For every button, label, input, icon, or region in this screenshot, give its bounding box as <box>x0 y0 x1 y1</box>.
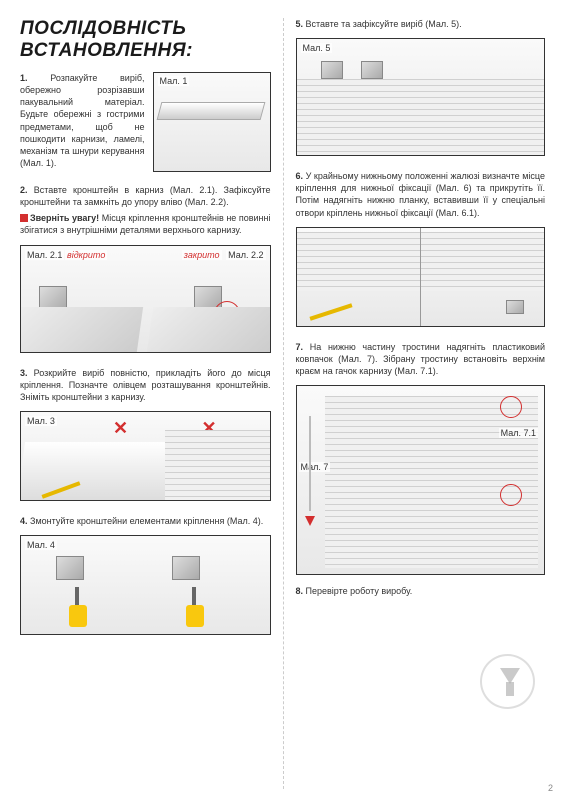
step-3-body: Розкрийте виріб повністю, прикладіть йог… <box>20 368 271 402</box>
drill-2-icon <box>178 587 208 632</box>
figure-1: Мал. 1 <box>153 72 271 172</box>
figure-4-label: Мал. 4 <box>25 540 57 550</box>
left-column: ПОСЛІДОВНІСТЬ ВСТАНОВЛЕННЯ: 1. Розпакуйт… <box>20 18 283 789</box>
step-1-num: 1. <box>20 73 28 83</box>
figure-22-label: Мал. 2.2 <box>226 250 265 260</box>
figure-21-state: відкрито <box>65 250 107 260</box>
step-3-num: 3. <box>20 368 28 378</box>
step-6-body: У крайньому нижньому положенні жалюзі ви… <box>296 171 546 217</box>
bracket-61 <box>506 300 524 314</box>
figure-6-left: Мал. 6 <box>297 228 421 326</box>
figure-3-label: Мал. 3 <box>25 416 57 426</box>
fig6-blinds <box>297 232 420 291</box>
fig61-blinds <box>421 232 544 291</box>
fig2-base-right <box>147 307 270 352</box>
step-2-num: 2. <box>20 185 28 195</box>
bracket-4b <box>172 556 200 580</box>
figure-1-label: Мал. 1 <box>158 76 190 86</box>
fig3-rail <box>20 442 174 500</box>
page-number: 2 <box>548 783 553 793</box>
circle-71b-icon <box>500 484 522 506</box>
step-2-body: Вставте кронштейн в карниз (Мал. 2.1). З… <box>20 185 271 207</box>
step-6-text: 6. У крайньому нижньому положенні жалюзі… <box>296 170 546 219</box>
fig2-base-left <box>20 307 143 352</box>
step-2-warning: Зверніть увагу! Місця кріплення кронштей… <box>20 212 271 236</box>
step-8-body: Перевірте роботу виробу. <box>306 586 413 596</box>
warning-square-icon <box>20 214 28 222</box>
step-5-text: 5. Вставте та зафіксуйте виріб (Мал. 5). <box>296 18 546 30</box>
wand-icon <box>309 416 311 511</box>
bracket-4a <box>56 556 84 580</box>
bracket-open <box>39 286 67 310</box>
figure-21-label: Мал. 2.1 <box>25 250 64 260</box>
figure-71-label: Мал. 7.1 <box>499 428 538 438</box>
warning-label: Зверніть увагу! <box>30 213 99 223</box>
step-1-text: 1. Розпакуйте виріб, обережно розрізавши… <box>20 72 145 172</box>
figure-5: Мал. 5 <box>296 38 546 156</box>
drill-1-icon <box>61 587 91 632</box>
bracket-5a <box>321 61 343 79</box>
step-4-num: 4. <box>20 516 28 526</box>
figure-7: Мал. 7 Мал. 7.1 <box>296 385 546 575</box>
step-4-text: 4. Змонтуйте кронштейни елементами кріпл… <box>20 515 271 527</box>
step-6-num: 6. <box>296 171 304 181</box>
step-5-body: Вставте та зафіксуйте виріб (Мал. 5). <box>306 19 462 29</box>
step-7-num: 7. <box>296 342 304 352</box>
download-watermark-icon <box>480 654 535 709</box>
step-5-num: 5. <box>296 19 304 29</box>
figure-2: Мал. 2.1 відкрито закрито Мал. 2.2 ✕ ! <box>20 245 271 353</box>
step-1-body: Розпакуйте виріб, обережно розрізавши па… <box>20 73 145 168</box>
step-1: 1. Розпакуйте виріб, обережно розрізавши… <box>20 72 271 172</box>
bracket-5b <box>361 61 383 79</box>
step-4-body: Змонтуйте кронштейни елементами кріпленн… <box>30 516 263 526</box>
figure-4: Мал. 4 <box>20 535 271 635</box>
step-3-text: 3. Розкрийте виріб повністю, прикладіть … <box>20 367 271 403</box>
step-8-text: 8. Перевірте роботу виробу. <box>296 585 546 597</box>
fig3-blinds <box>165 430 269 500</box>
step-2-text: 2. Вставте кронштейн в карниз (Мал. 2.1)… <box>20 184 271 208</box>
figure-3: Мал. 3 ✕ ✕ <box>20 411 271 501</box>
figure-5-label: Мал. 5 <box>301 43 333 53</box>
pencil-6-icon <box>309 303 352 320</box>
fig5-blinds <box>297 79 545 155</box>
circle-71a-icon <box>500 396 522 418</box>
page-title: ПОСЛІДОВНІСТЬ ВСТАНОВЛЕННЯ: <box>20 18 271 62</box>
figure-6-right: Мал. 6.1 <box>421 228 544 326</box>
step-7-body: На нижню частину тростини надягніть плас… <box>296 342 546 376</box>
figure-22-state: закрито <box>182 250 222 260</box>
fig7-blinds <box>325 396 539 568</box>
red-x-1-icon: ✕ <box>113 418 129 434</box>
step-7-text: 7. На нижню частину тростини надягніть п… <box>296 341 546 377</box>
fig1-rail <box>157 102 266 120</box>
figure-6: Мал. 6 Мал. 6.1 <box>296 227 546 327</box>
step-8-num: 8. <box>296 586 304 596</box>
figure-7-label: Мал. 7 <box>299 462 331 472</box>
wand-tip-icon <box>305 516 315 526</box>
